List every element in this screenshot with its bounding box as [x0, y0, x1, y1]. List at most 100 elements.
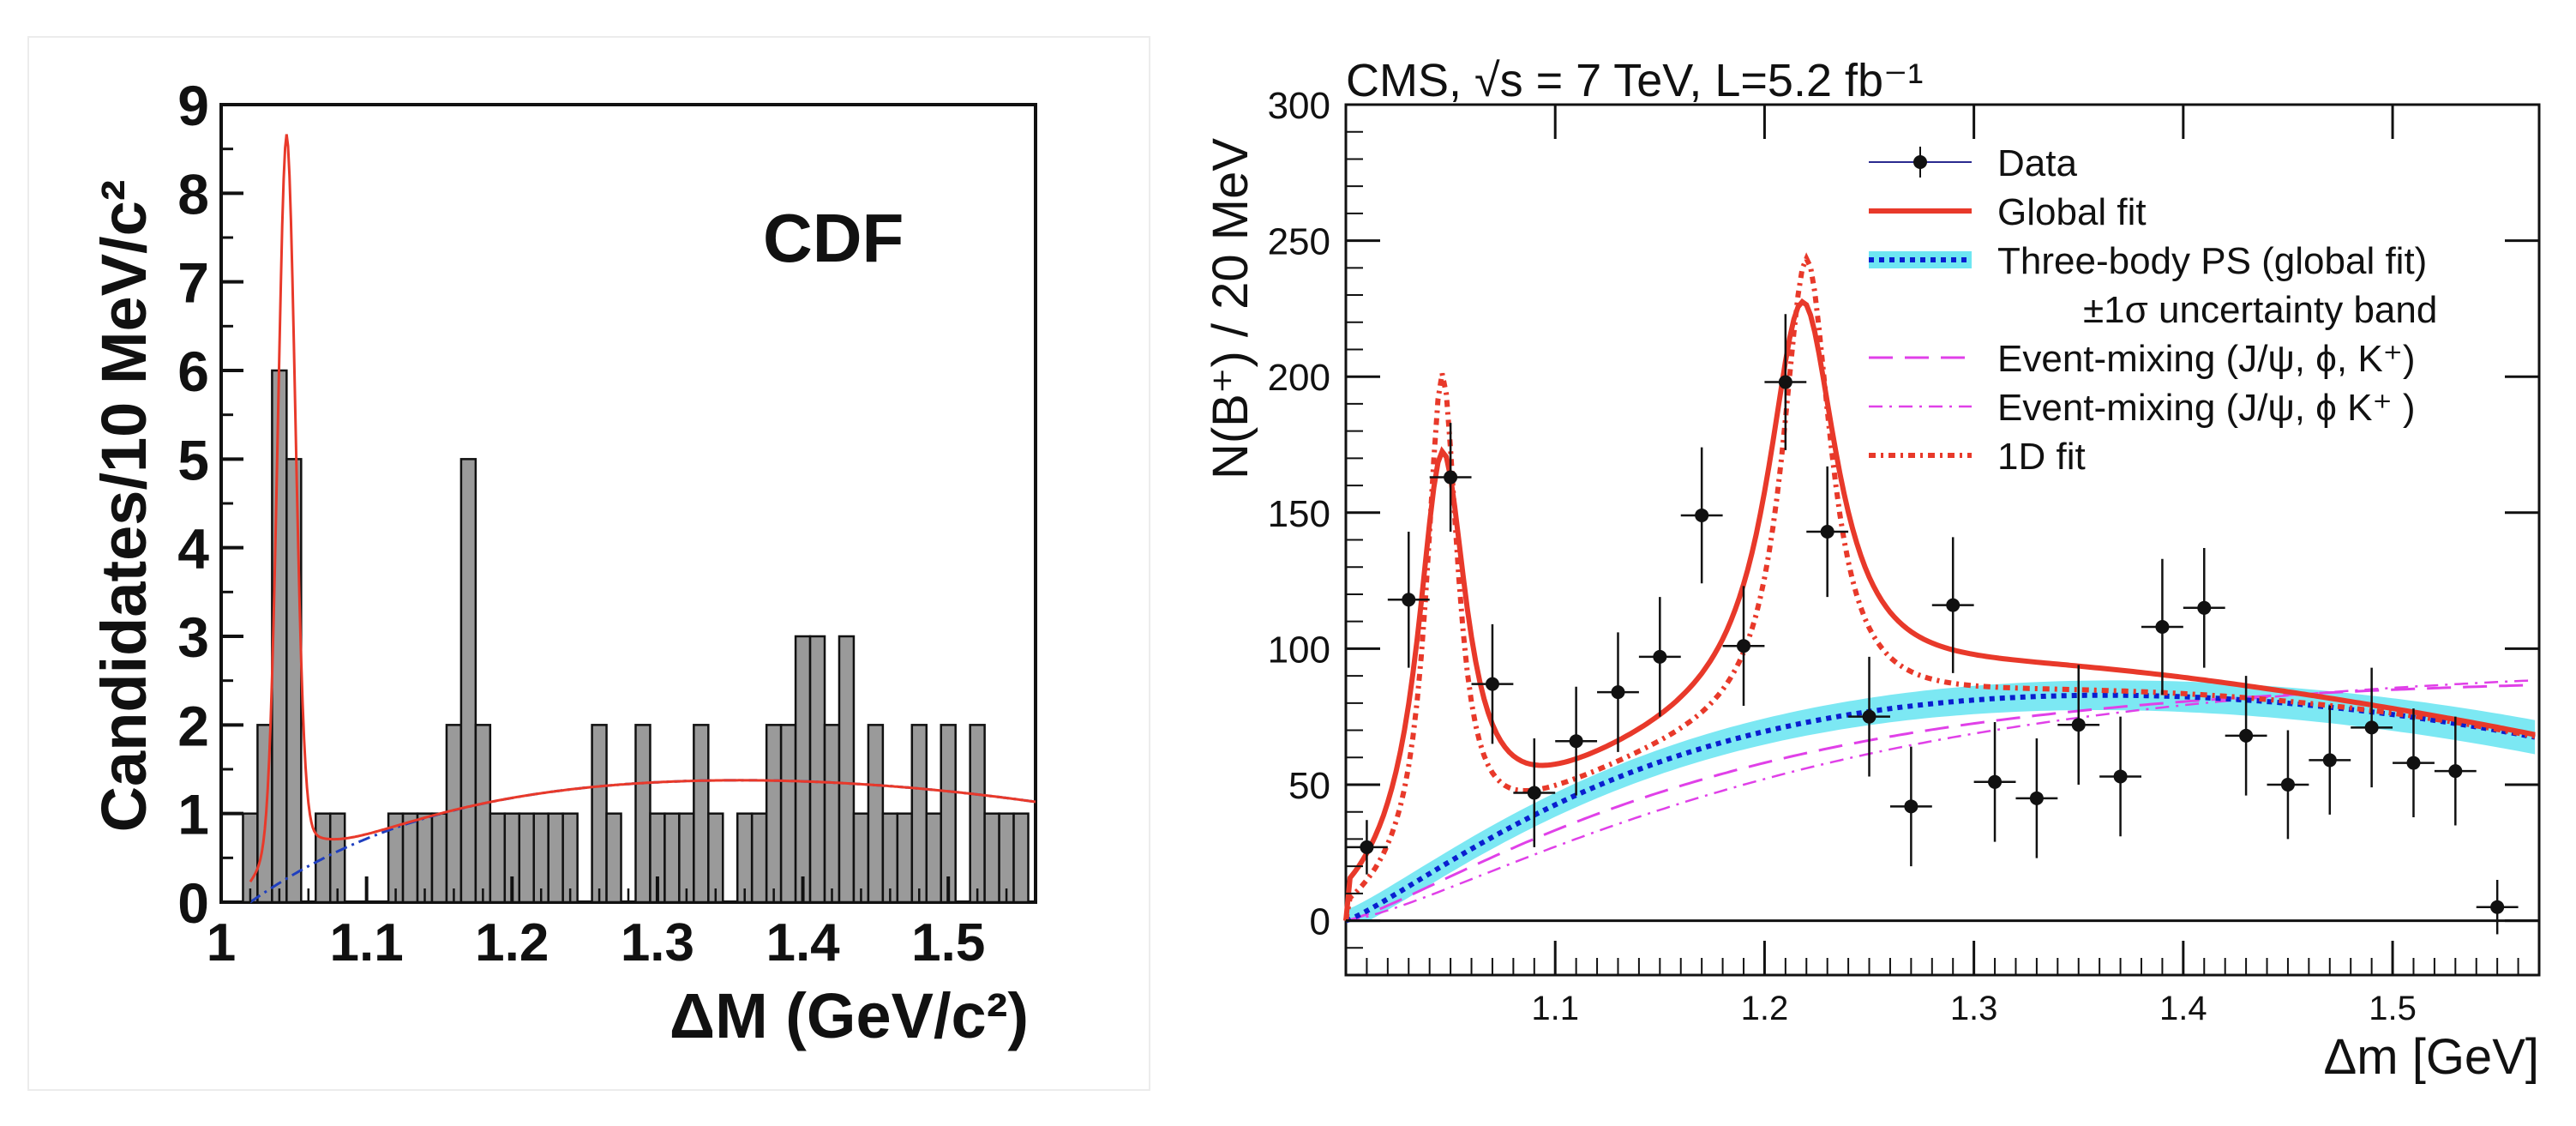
cdf-bin-16: [474, 724, 492, 904]
cdf-fit-curves: [249, 134, 1036, 904]
cms-y-tick-label-5: 250: [1268, 221, 1330, 263]
cms-legend: Data Global fit Three-body PS (global fit)…: [1869, 142, 2437, 478]
cdf-bin-48: [940, 724, 957, 904]
cms-legend-label: Data: [1997, 142, 2077, 184]
cdf-bin-43: [867, 724, 885, 904]
cms-data-marker: [2155, 620, 2170, 634]
cdf-bin-19: [518, 812, 535, 904]
cdf-bin-27: [634, 724, 652, 904]
cms-data-point-9: [1722, 586, 1765, 706]
cms-data-marker: [2322, 753, 2337, 768]
cms-legend-entry-1: Global fit: [1869, 191, 2147, 233]
cms-x-tick-label-0: 1.1: [1531, 990, 1579, 1027]
cms-legend-label: Global fit: [1997, 191, 2147, 233]
cdf-bin-41: [838, 635, 856, 904]
cms-three-body-curve: [1345, 692, 2536, 924]
cms-data-marker: [1737, 639, 1750, 653]
cdf-bin-24: [591, 724, 608, 904]
cms-data-marker: [1695, 508, 1709, 522]
cdf-bin-15: [459, 458, 477, 904]
cms-data-point-5: [1555, 686, 1598, 796]
cdf-x-tick-label-0: 1: [207, 913, 236, 972]
cms-data-marker: [2113, 769, 2128, 784]
cdf-bin-38: [794, 635, 812, 904]
cms-data-point-20: [2183, 548, 2225, 668]
cms-data-marker: [1653, 649, 1667, 664]
cms-data-point-1: [1387, 531, 1430, 668]
cms-y-tick-label-0: 0: [1310, 901, 1330, 943]
cdf-bin-11: [401, 812, 419, 904]
cdf-bin-47: [925, 812, 942, 904]
cms-y-tick-label-2: 100: [1268, 629, 1330, 671]
cms-data-point-8: [1680, 447, 1723, 584]
cms-event-mixing-dashdot-curve: [1345, 678, 2536, 922]
cms-data-point-22: [2267, 730, 2309, 840]
cms-data-point-16: [2015, 738, 2058, 858]
cdf-y-tick-label-3: 3: [177, 605, 209, 669]
cms-x-axis: 1.1 1.2 1.3 1.4 1.5: [1366, 105, 2519, 1027]
cms-data-point-11: [1806, 466, 1849, 598]
cms-legend-entry-4: Event-mixing (J/ψ, ϕ, K⁺): [1869, 338, 2416, 380]
cms-data-point-4: [1513, 738, 1556, 847]
cms-data-marker: [2490, 900, 2505, 914]
cms-data-marker: [1527, 786, 1541, 800]
cdf-bin-53: [1012, 812, 1030, 904]
cms-legend-entry-0: Data: [1869, 142, 2077, 184]
cdf-bin-17: [489, 812, 507, 904]
cms-data-point-13: [1889, 746, 1932, 867]
cms-y-axis-title: N(B⁺) / 20 MeV: [1203, 138, 1258, 479]
cms-data-point-6: [1597, 632, 1639, 752]
cdf-y-tick-label-7: 7: [177, 251, 209, 315]
cms-plot-frame: [1344, 103, 2541, 977]
cms-legend-label: ±1σ uncertainty band: [2083, 289, 2437, 331]
cms-data-point-25: [2393, 708, 2435, 818]
cdf-y-tick-label-6: 6: [177, 340, 209, 403]
cms-data-point-27: [2476, 879, 2519, 935]
cms-legend-entry-5: Event-mixing (J/ψ, ϕ K⁺ ): [1869, 387, 2416, 429]
cdf-signal-fit: [249, 134, 1036, 883]
cms-data-point-10: [1764, 314, 1807, 450]
cms-uncertainty-band: [1346, 680, 2536, 921]
cms-data-point-26: [2434, 716, 2477, 826]
cms-data-point-0: [1346, 820, 1388, 875]
cms-data-marker: [1611, 685, 1625, 700]
cms-data-point-17: [2057, 665, 2100, 785]
cms-data-marker: [1778, 375, 1792, 389]
cms-data-point-3: [1471, 623, 1514, 744]
cms-data-marker: [2406, 756, 2421, 770]
cms-1d-fit-curve: [1343, 252, 2536, 922]
cdf-x-tick-label-3: 1.3: [621, 913, 694, 972]
cdf-y-axis-title: Candidates/10 MeV/c²: [88, 180, 159, 833]
cms-legend-label: Three-body PS (global fit): [1997, 240, 2427, 282]
cms-data-marker: [2071, 718, 2086, 732]
cdf-x-tick-label-5: 1.5: [911, 913, 985, 972]
cdf-bin-36: [765, 724, 783, 904]
cms-data-point-24: [2351, 667, 2393, 788]
cms-x-tick-label-3: 1.4: [2159, 990, 2207, 1027]
cdf-bin-40: [823, 724, 841, 904]
cdf-bin-14: [445, 724, 463, 904]
cms-data-marker: [1402, 593, 1416, 607]
cdf-x-tick-label-4: 1.4: [766, 913, 840, 972]
cms-data-marker: [2197, 600, 2212, 615]
cdf-bin-45: [896, 812, 914, 904]
cms-x-axis-title: Δm [GeV]: [2324, 1029, 2539, 1085]
cms-data-point-18: [2099, 716, 2141, 837]
cms-title: CMS, √s = 7 TeV, L=5.2 fb⁻¹: [1346, 55, 1924, 106]
cms-data-marker: [2448, 764, 2463, 779]
cms-y-tick-label-3: 150: [1268, 493, 1330, 535]
cdf-bin-29: [664, 812, 681, 904]
cdf-plot-frame: [219, 103, 1037, 904]
cdf-bin-13: [430, 812, 448, 904]
cdf-bin-37: [779, 724, 797, 904]
cms-legend-entry-3: ±1σ uncertainty band: [2083, 289, 2437, 331]
cdf-histogram: [242, 369, 1030, 904]
cms-data-point-19: [2141, 558, 2183, 695]
cdf-bin-21: [547, 812, 564, 904]
cdf-bin-39: [808, 635, 826, 904]
cms-legend-marker: [1913, 155, 1927, 169]
cms-data-point-23: [2309, 705, 2351, 815]
cdf-y-tick-label-4: 4: [177, 517, 209, 581]
cms-legend-label: 1D fit: [1997, 436, 2086, 478]
cms-data-marker: [1360, 840, 1374, 854]
